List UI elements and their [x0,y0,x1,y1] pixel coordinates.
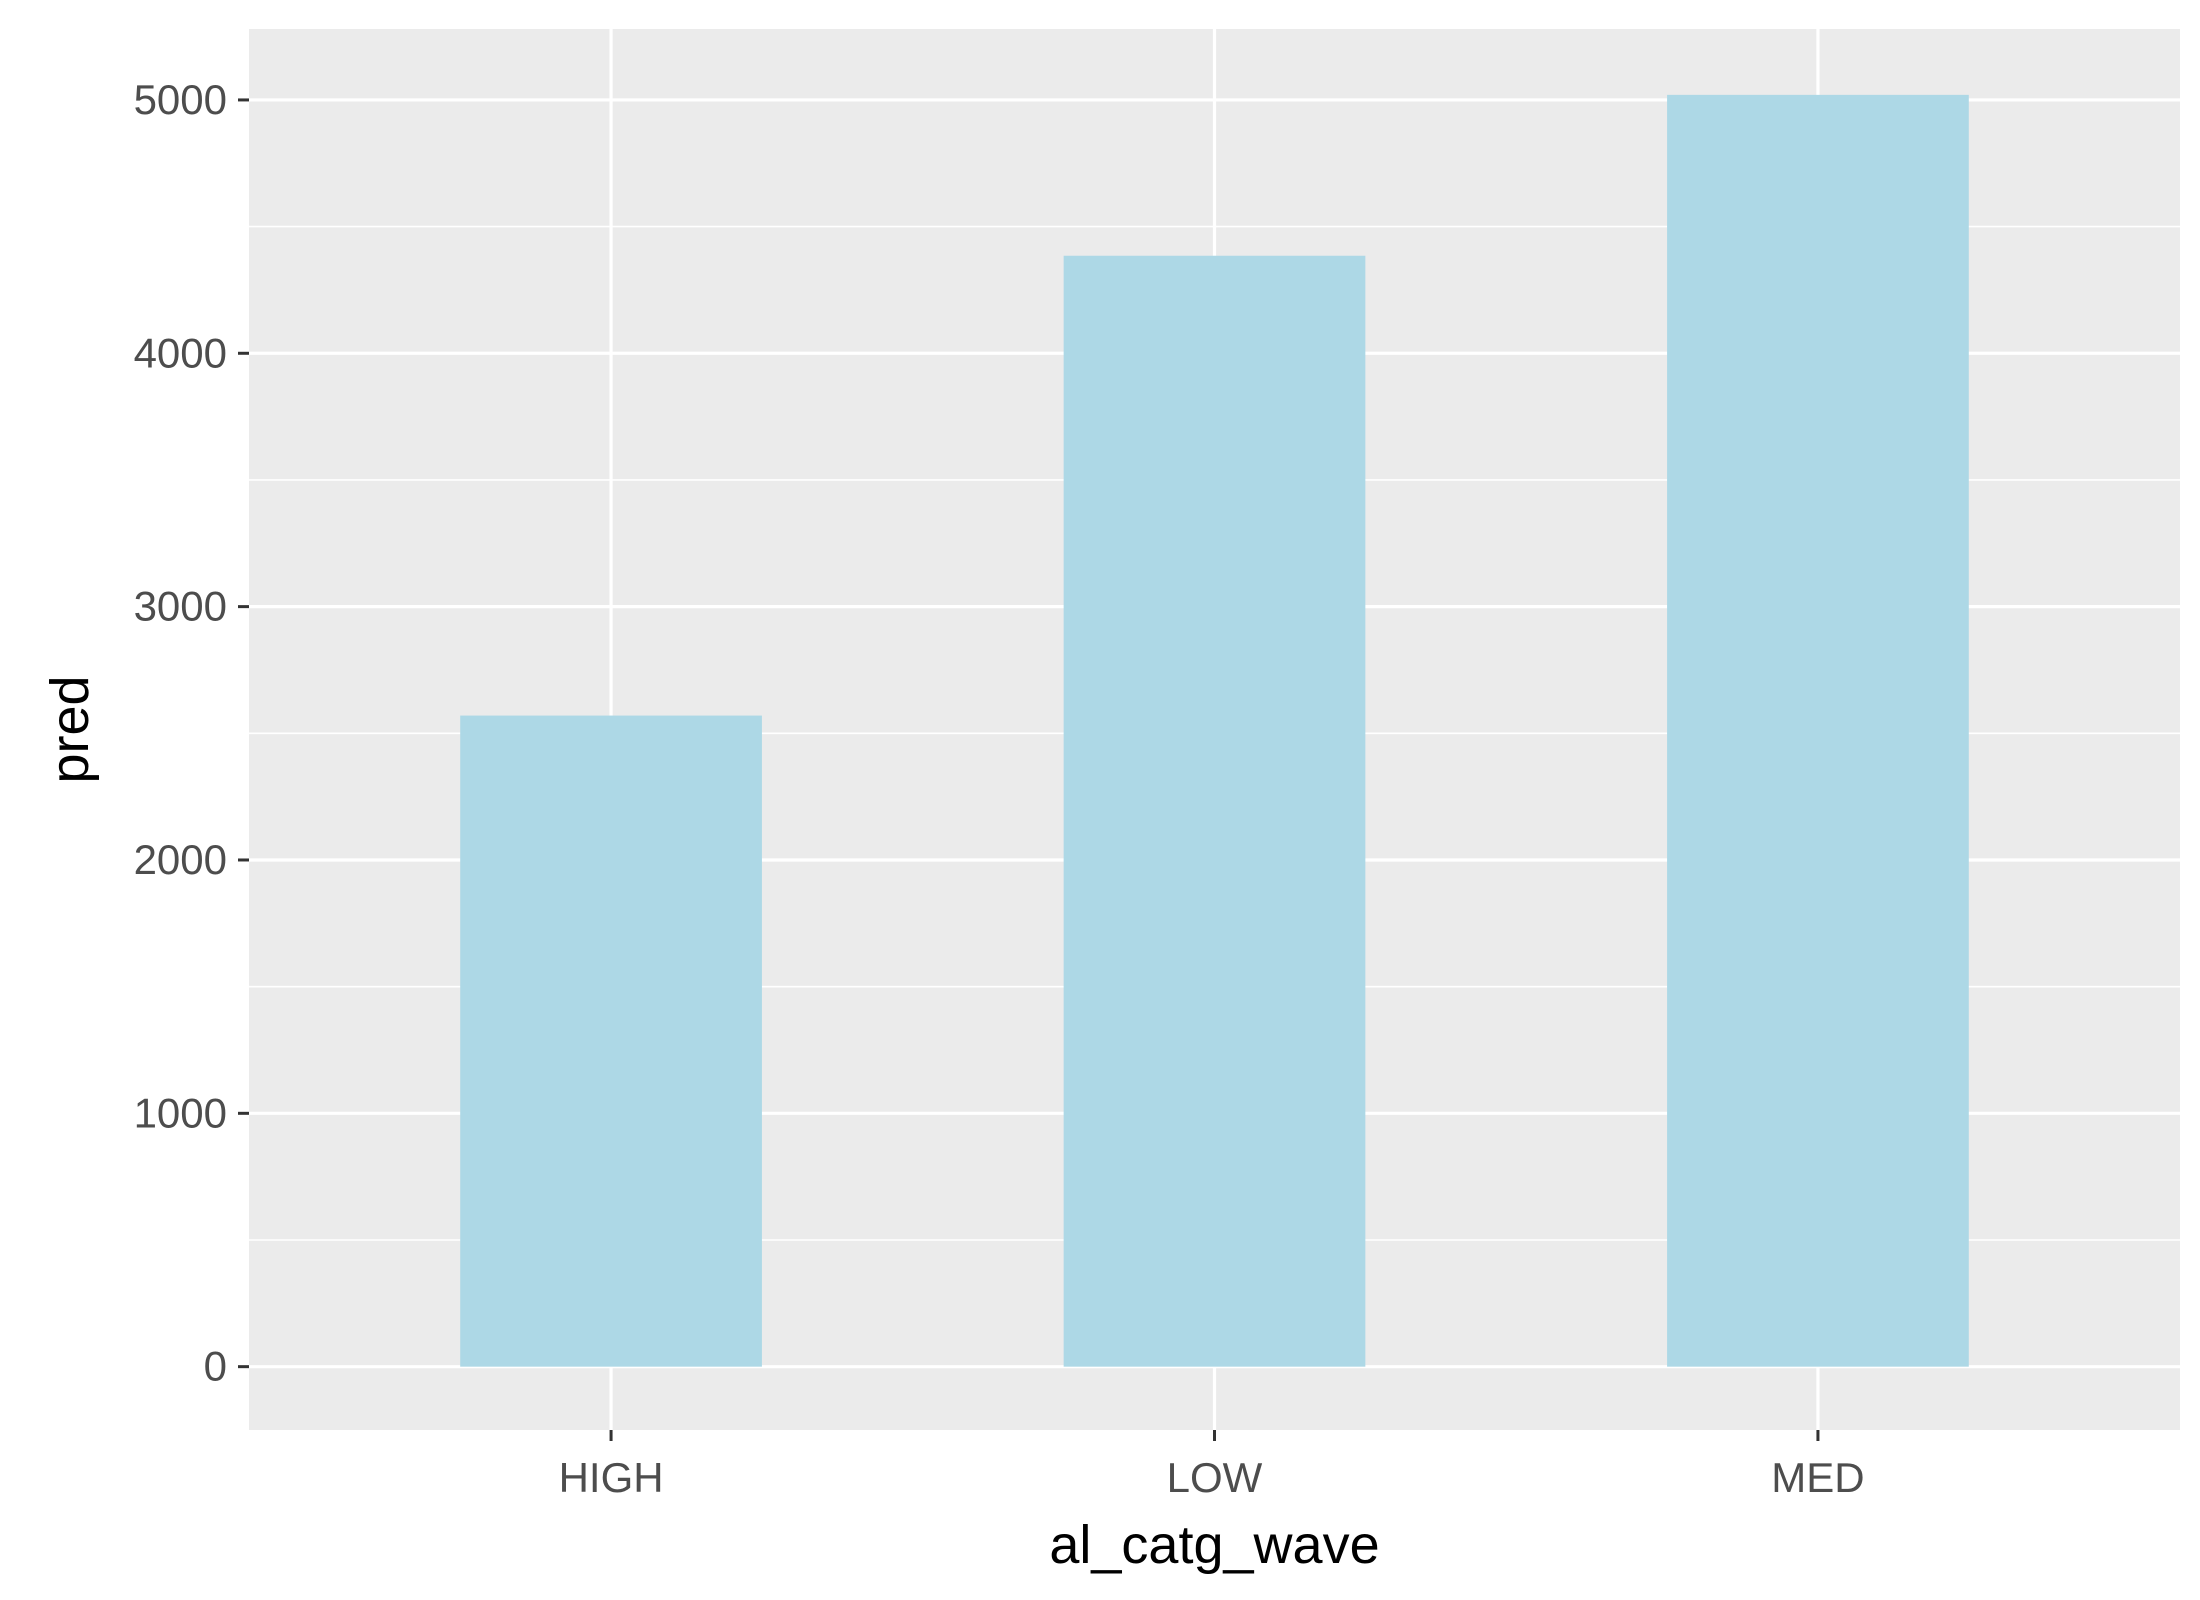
bars [460,94,1969,1367]
y-axis-title: pred [40,675,100,783]
x-axis-title: al_catg_wave [1049,1515,1379,1575]
y-tick-label: 0 [204,1343,227,1390]
y-tick-label: 4000 [134,329,227,376]
x-tick-label: LOW [1167,1454,1263,1501]
y-tick-label: 3000 [134,583,227,630]
x-tick-label: HIGH [559,1454,664,1501]
x-tick-label: MED [1771,1454,1864,1501]
bar-med [1667,94,1969,1367]
bar-high [460,715,762,1367]
y-tick-label: 5000 [134,76,227,123]
bar-low [1063,255,1366,1367]
y-axis-ticks: 0 1000 2000 3000 4000 5000 [134,76,249,1390]
x-axis-ticks: HIGH LOW MED [559,1430,1865,1501]
y-tick-label: 2000 [134,836,227,883]
y-tick-label: 1000 [134,1089,227,1136]
